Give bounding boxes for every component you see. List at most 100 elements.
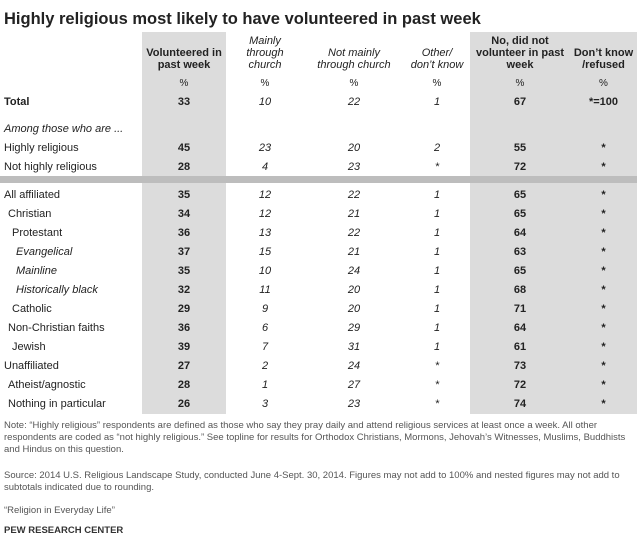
row-label: Nothing in particular [8, 398, 106, 410]
cell-value: * [601, 322, 606, 334]
row-label: Protestant [12, 227, 63, 239]
row-label: Unaffiliated [4, 360, 59, 372]
cell-value: 28 [177, 161, 191, 173]
table-row: Jewish 39 7 31 1 61 * [0, 338, 637, 357]
cell-value: 20 [347, 303, 361, 315]
cell-value: 32 [177, 284, 191, 296]
cell-value: 11 [259, 284, 271, 296]
cell-value: 34 [177, 208, 191, 220]
cell-value: * [601, 398, 606, 410]
cell-value: 26 [177, 398, 191, 410]
cell-value: 1 [433, 96, 441, 108]
table-row: Protestant 36 13 22 1 64 * [0, 224, 637, 243]
cell-value: 65 [513, 208, 527, 220]
cell-value: 15 [258, 246, 272, 258]
row-label: Catholic [12, 303, 52, 315]
cell-value: * [601, 189, 606, 201]
column-shade-volunteered [142, 32, 226, 414]
cell-value: * [601, 246, 606, 258]
pct-label: % [260, 78, 270, 89]
cell-value: 63 [513, 246, 527, 258]
cell-value: 65 [513, 189, 527, 201]
cell-value: 36 [177, 322, 191, 334]
cell-value: 35 [177, 189, 191, 201]
table-row: All affiliated 35 12 22 1 65 * [0, 186, 637, 205]
table-row: Not highly religious 28 4 23 * 72 * [0, 158, 637, 177]
note-text: Note: “Highly religious” respondents are… [4, 420, 626, 455]
report-title: “Religion in Everyday Life” [4, 505, 115, 516]
cell-value: 31 [347, 341, 361, 353]
cell-value: * [601, 341, 606, 353]
cell-value: 72 [513, 161, 527, 173]
cell-value: 10 [258, 265, 272, 277]
cell-value: 55 [513, 142, 527, 154]
cell-value: 2 [433, 142, 441, 154]
pct-label: % [432, 78, 442, 89]
cell-value: 1 [261, 379, 269, 391]
cell-value: 64 [513, 227, 527, 239]
cell-value: 13 [258, 227, 272, 239]
cell-value: * [434, 398, 440, 410]
cell-value: *=100 [588, 96, 619, 108]
table-row: Highly religious 45 23 20 2 55 * [0, 139, 637, 158]
table-row: Non-Christian faiths 36 6 29 1 64 * [0, 319, 637, 338]
cell-value: 1 [433, 341, 441, 353]
cell-value: 1 [433, 227, 441, 239]
cell-value: * [434, 161, 440, 173]
cell-value: 27 [347, 379, 361, 391]
row-label: Mainline [16, 265, 57, 277]
cell-value: 22 [347, 227, 361, 239]
table-row: Historically black 32 11 20 1 68 * [0, 281, 637, 300]
cell-value: 24 [347, 265, 361, 277]
table-row: Evangelical 37 15 21 1 63 * [0, 243, 637, 262]
table-row: Mainline 35 10 24 1 65 * [0, 262, 637, 281]
cell-value: 20 [347, 142, 361, 154]
cell-value: 7 [261, 341, 269, 353]
cell-value: 64 [513, 322, 527, 334]
pct-label: % [179, 78, 189, 89]
table-row: Unaffiliated 27 2 24 * 73 * [0, 357, 637, 376]
cell-value: * [601, 208, 606, 220]
row-label: Highly religious [4, 142, 79, 154]
page-title: Highly religious most likely to have vol… [4, 10, 481, 28]
row-label: Jewish [12, 341, 46, 353]
cell-value: 22 [347, 189, 361, 201]
header-volunteered: Volunteered in past week [146, 47, 222, 71]
footer-org: PEW RESEARCH CENTER [4, 525, 124, 536]
pct-label: % [599, 78, 608, 89]
cell-value: 29 [177, 303, 191, 315]
cell-value: 72 [513, 379, 527, 391]
cell-value: 1 [433, 265, 441, 277]
cell-value: 27 [177, 360, 191, 372]
cell-value: * [601, 161, 606, 173]
row-label: Non-Christian faiths [8, 322, 105, 334]
cell-value: 21 [347, 246, 361, 258]
row-label: Evangelical [16, 246, 73, 258]
cell-value: 10 [258, 96, 272, 108]
cell-value: 1 [433, 303, 441, 315]
cell-value: 6 [261, 322, 269, 334]
row-label: Among those who are ... [4, 123, 124, 135]
cell-value: 67 [513, 96, 527, 108]
table-row: Atheist/agnostic 28 1 27 * 72 * [0, 376, 637, 395]
cell-value: 74 [513, 398, 527, 410]
cell-value: * [434, 360, 440, 372]
cell-value: 39 [177, 341, 191, 353]
cell-value: 9 [261, 303, 269, 315]
cell-value: 28 [177, 379, 191, 391]
cell-value: 24 [347, 360, 361, 372]
header-dont-know-refused: Don’t know /refused [573, 47, 634, 71]
table-row: Christian 34 12 21 1 65 * [0, 205, 637, 224]
cell-value: 20 [347, 284, 361, 296]
cell-value: 1 [433, 322, 441, 334]
source-text: Source: 2014 U.S. Religious Landscape St… [4, 470, 620, 493]
cell-value: * [601, 379, 606, 391]
cell-value: 36 [177, 227, 191, 239]
cell-value: 73 [513, 360, 527, 372]
cell-value: 23 [347, 161, 361, 173]
header-mainly-through-church: Mainly through church [246, 35, 284, 71]
cell-value: 12 [258, 208, 272, 220]
cell-value: * [601, 284, 606, 296]
header-not-mainly-through-church: Not mainly through church [317, 47, 391, 71]
